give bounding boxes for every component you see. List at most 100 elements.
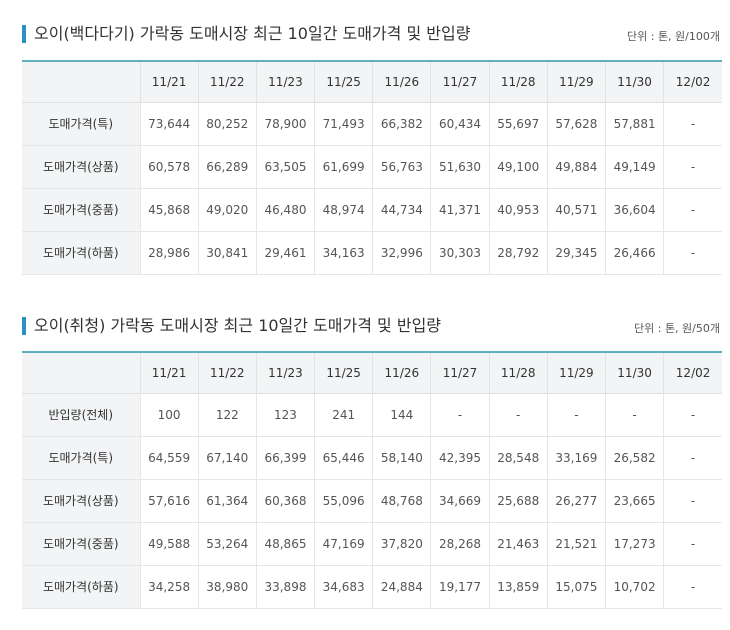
value-cell: 57,881 [604, 102, 664, 146]
value-cell: 63,505 [255, 145, 315, 189]
value-cell: 100 [139, 393, 199, 437]
table-row: 도매가격(중품) 49,588 53,264 48,865 47,169 37,820 28… [22, 522, 722, 566]
value-cell: 47,169 [314, 522, 373, 566]
value-cell: - [546, 393, 606, 437]
title-accent-bar [22, 317, 26, 335]
price-section-baekdadagi: 오이(백다다기) 가락동 도매시장 최근 10일간 도매가격 및 반입량 단위 … [22, 20, 722, 275]
date-header-cell: 11/25 [314, 61, 373, 103]
value-cell: 34,669 [430, 479, 490, 523]
value-cell: - [488, 393, 548, 437]
value-cell: 55,096 [314, 479, 373, 523]
date-header-cell: 11/29 [546, 61, 606, 103]
section-title: 오이(백다다기) 가락동 도매시장 최근 10일간 도매가격 및 반입량 [34, 24, 471, 43]
value-cell: 41,371 [430, 188, 490, 232]
value-cell: 61,364 [197, 479, 257, 523]
row-label-cell: 반입량(전체) [22, 393, 140, 437]
value-cell: 123 [255, 393, 315, 437]
table-body: 반입량(전체) 100 122 123 241 144- - - - - 도매가격(특) 64,559… [22, 393, 722, 609]
row-label-cell: 도매가격(특) [22, 436, 140, 480]
value-cell: 241 [314, 393, 373, 437]
value-cell: 26,277 [546, 479, 606, 523]
date-header-cell: 11/21 [139, 61, 199, 103]
value-cell: 45,868 [139, 188, 199, 232]
price-table: 11/21 11/22 11/23 11/25 11/26 11/27 11/28 11/29… [22, 351, 722, 609]
value-cell: 29,345 [546, 231, 606, 275]
value-cell: - [663, 188, 722, 232]
value-cell: 19,177 [430, 565, 490, 609]
value-cell: - [663, 565, 722, 609]
value-cell: 30,841 [197, 231, 257, 275]
value-cell: 40,571 [546, 188, 606, 232]
value-cell: 49,020 [197, 188, 257, 232]
value-cell: 51,630 [430, 145, 490, 189]
value-cell: 49,588 [139, 522, 199, 566]
value-cell: 29,461 [255, 231, 315, 275]
date-header-cell: 12/02 [663, 352, 722, 394]
value-cell: 24,884 [372, 565, 431, 609]
date-header-cell: 11/28 [488, 61, 548, 103]
value-cell: 56,763 [372, 145, 431, 189]
section-header: 오이(취청) 가락동 도매시장 최근 10일간 도매가격 및 반입량 단위 : … [22, 312, 722, 342]
value-cell: 28,792 [488, 231, 548, 275]
value-cell: 61,699 [314, 145, 373, 189]
date-header-cell: 12/02 [663, 61, 722, 103]
value-cell: 26,466 [604, 231, 664, 275]
value-cell: 34,683 [314, 565, 373, 609]
value-cell: 28,268 [430, 522, 490, 566]
table-header-row: 11/21 11/22 11/23 11/25 11/26 11/27 11/28 11/29… [22, 61, 722, 103]
value-cell: 66,399 [255, 436, 315, 480]
price-section-chwicheong: 오이(취청) 가락동 도매시장 최근 10일간 도매가격 및 반입량 단위 : … [22, 312, 722, 609]
value-cell: 49,100 [488, 145, 548, 189]
value-cell: 122 [197, 393, 257, 437]
value-cell: 40,953 [488, 188, 548, 232]
value-cell: 64,559 [139, 436, 199, 480]
value-cell: 60,578 [139, 145, 199, 189]
date-header-cell: 11/30 [604, 352, 664, 394]
value-cell: - [663, 102, 722, 146]
value-cell: 73,644 [139, 102, 199, 146]
value-cell: 71,493 [314, 102, 373, 146]
value-cell: 13,859 [488, 565, 548, 609]
value-cell: 60,434 [430, 102, 490, 146]
value-cell: 55,697 [488, 102, 548, 146]
value-cell: 28,986 [139, 231, 199, 275]
date-header-cell: 11/27 [430, 61, 490, 103]
row-label-cell: 도매가격(특) [22, 102, 140, 146]
value-cell: 49,884 [546, 145, 606, 189]
value-cell: 44,734 [372, 188, 431, 232]
value-cell: 66,289 [197, 145, 257, 189]
table-row: 도매가격(상품) 60,578 66,289 63,505 61,699 56,763 51… [22, 145, 722, 189]
value-cell: 32,996 [372, 231, 431, 275]
table-row: 도매가격(중품) 45,868 49,020 46,480 48,974 44,734 41… [22, 188, 722, 232]
value-cell: 65,446 [314, 436, 373, 480]
value-cell: 15,075 [546, 565, 606, 609]
date-header-cell: 11/25 [314, 352, 373, 394]
date-header-cell: 11/23 [255, 61, 315, 103]
date-header-cell: 11/29 [546, 352, 606, 394]
value-cell: 36,604 [604, 188, 664, 232]
value-cell: 58,140 [372, 436, 431, 480]
row-label-cell: 도매가격(하품) [22, 231, 140, 275]
value-cell: - [663, 393, 722, 437]
value-cell: 42,395 [430, 436, 490, 480]
value-cell: 38,980 [197, 565, 257, 609]
unit-label: 단위 : 톤, 원/50개 [634, 322, 720, 335]
value-cell: 33,169 [546, 436, 606, 480]
value-cell: 67,140 [197, 436, 257, 480]
value-cell: 28,548 [488, 436, 548, 480]
value-cell: 17,273 [604, 522, 664, 566]
price-table: 11/21 11/22 11/23 11/25 11/26 11/27 11/28 11/29… [22, 60, 722, 275]
value-cell: 48,865 [255, 522, 315, 566]
table-header-row: 11/21 11/22 11/23 11/25 11/26 11/27 11/28 11/29… [22, 352, 722, 394]
title-accent-bar [22, 25, 26, 43]
table-row: 도매가격(하품) 34,258 38,980 33,898 34,683 24,884 19… [22, 565, 722, 609]
unit-label: 단위 : 톤, 원/100개 [627, 30, 720, 43]
value-cell: 48,768 [372, 479, 431, 523]
table-row: 도매가격(상품) 57,616 61,364 60,368 55,096 48,768 34… [22, 479, 722, 523]
date-header-cell: 11/28 [488, 352, 548, 394]
row-label-cell: 도매가격(중품) [22, 188, 140, 232]
section-title: 오이(취청) 가락동 도매시장 최근 10일간 도매가격 및 반입량 [34, 316, 442, 335]
value-cell: - [604, 393, 664, 437]
date-header-cell: 11/22 [197, 61, 257, 103]
section-header: 오이(백다다기) 가락동 도매시장 최근 10일간 도매가격 및 반입량 단위 … [22, 20, 722, 50]
